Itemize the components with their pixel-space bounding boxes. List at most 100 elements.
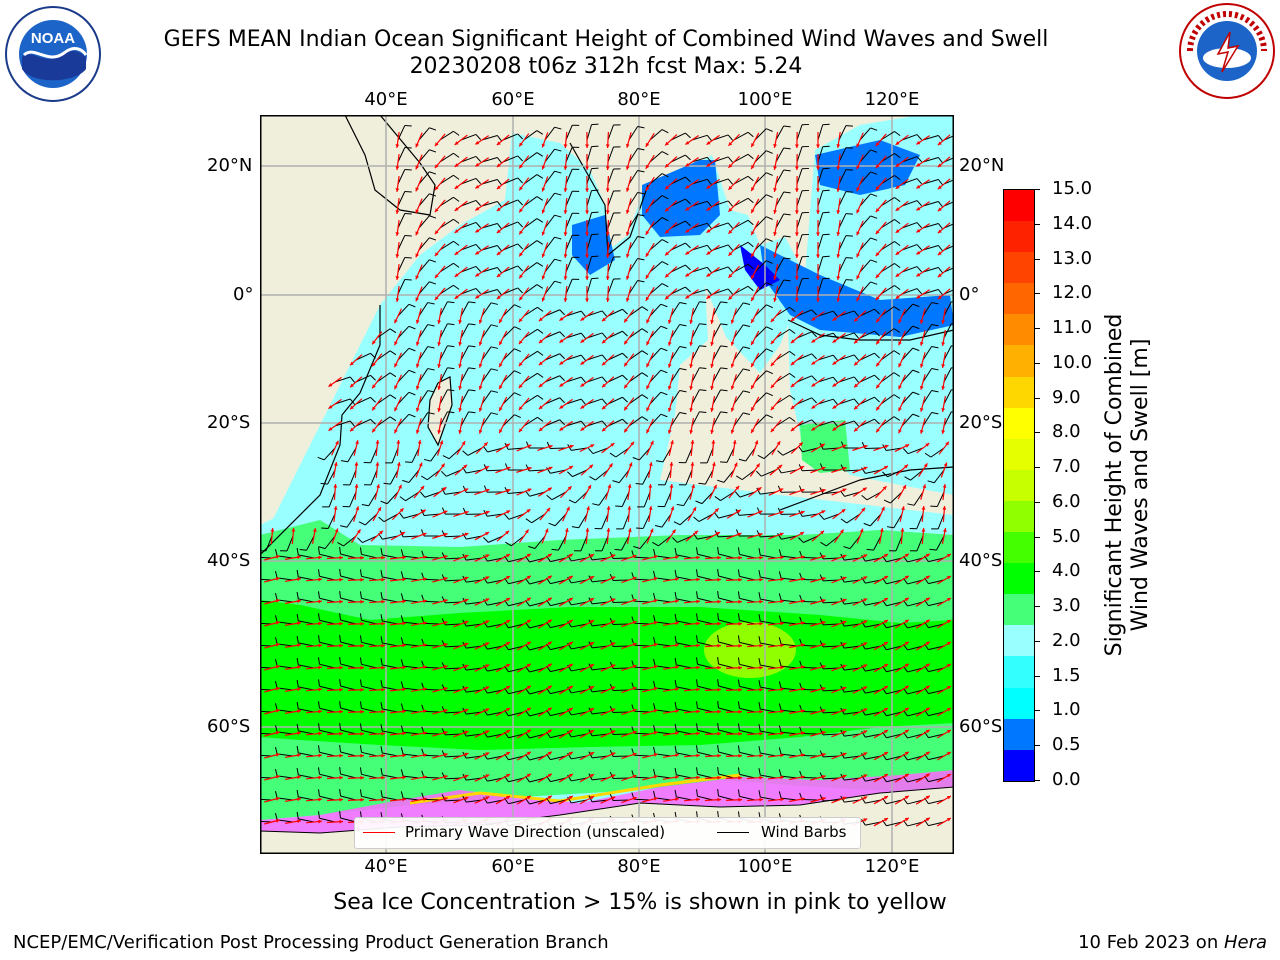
wave-arrowhead <box>836 232 841 236</box>
wind-barb <box>586 278 593 295</box>
wave-arrowhead <box>941 430 946 434</box>
wind-barb-flag <box>358 521 366 526</box>
wave-arrowhead <box>780 599 784 604</box>
wind-barb-flag <box>778 747 782 755</box>
wave-arrowhead <box>675 731 679 736</box>
lat-label-right: 20°S <box>959 412 1003 433</box>
wind-barb <box>922 266 939 273</box>
wind-barb <box>890 491 903 504</box>
wind-barb-flag <box>359 657 362 665</box>
wind-barb <box>390 469 399 485</box>
wind-barb-flag <box>874 374 880 381</box>
wind-barb <box>534 535 546 549</box>
wave-arrowhead <box>801 643 805 648</box>
wind-barb <box>487 689 504 694</box>
wind-barb <box>508 491 525 495</box>
wind-barb-flag <box>447 389 455 392</box>
wind-barb <box>664 491 672 507</box>
wind-barb <box>718 513 735 519</box>
wind-barb-flag <box>714 512 719 519</box>
wind-barb-flag <box>453 196 460 202</box>
wind-barb <box>382 620 399 625</box>
wind-barb-flag <box>916 134 923 141</box>
wave-arrowhead <box>653 687 658 691</box>
wind-barb-flag <box>636 527 644 529</box>
wind-barb <box>649 325 662 339</box>
wave-arrowhead <box>519 186 523 191</box>
wave-arrowhead <box>568 553 573 558</box>
wave-arrowhead <box>653 577 658 581</box>
wind-barb <box>508 645 525 651</box>
wave-arrowhead <box>443 664 448 669</box>
colorbar-tick-label: 2.0 <box>1052 629 1081 651</box>
wind-barb-flag <box>840 464 845 472</box>
wave-arrowhead <box>437 320 442 324</box>
wind-barb <box>571 755 588 760</box>
wind-barb <box>901 134 918 141</box>
wave-arrowhead <box>773 276 777 280</box>
wave-arrowhead <box>518 406 523 411</box>
wave-arrowhead <box>645 274 650 279</box>
wave-arrowhead <box>751 143 755 148</box>
wave-arrowhead <box>399 508 404 513</box>
wave-arrowhead <box>585 528 590 532</box>
wave-arrowhead <box>689 364 694 368</box>
wind-barb-flag <box>641 328 649 333</box>
wave-arrowhead <box>675 797 679 802</box>
wind-barb <box>466 623 483 627</box>
wind-barb-flag <box>861 797 866 804</box>
wind-barb <box>928 733 945 739</box>
wave-arrowhead <box>667 363 672 368</box>
wave-arrowhead <box>437 430 442 434</box>
wind-barb <box>382 535 399 540</box>
wind-barb-flag <box>717 591 719 599</box>
wind-barb <box>382 730 399 735</box>
wave-arrowhead <box>653 709 658 713</box>
wave-arrowhead <box>339 709 343 714</box>
wind-barb-flag <box>894 175 901 181</box>
wind-barb-flag <box>517 221 523 228</box>
wind-barb <box>739 597 756 603</box>
wind-barb <box>802 513 819 517</box>
wind-barb-flag <box>916 266 923 273</box>
wind-barb <box>382 796 399 801</box>
wave-arrowhead <box>415 297 420 302</box>
wind-barb <box>901 156 918 163</box>
wind-barb-flag <box>819 684 824 692</box>
wind-barb <box>649 347 662 361</box>
wave-arrowhead <box>863 818 868 822</box>
wind-barb <box>502 392 515 405</box>
wave-arrowhead <box>334 528 339 533</box>
wind-barb-flag <box>845 125 853 127</box>
wind-barb <box>376 394 391 405</box>
wave-arrowhead <box>895 273 900 277</box>
wave-arrowhead <box>485 598 490 602</box>
wind-barb-flag <box>339 569 341 577</box>
wind-barb <box>565 420 582 427</box>
wave-arrowhead <box>801 577 805 582</box>
wind-barb <box>558 535 567 551</box>
wind-barb <box>544 331 560 339</box>
wave-arrowhead <box>318 709 322 714</box>
wind-barb <box>928 645 945 651</box>
wind-barb-flag <box>462 532 467 540</box>
wave-arrowhead <box>717 665 721 670</box>
wave-arrowhead <box>485 554 490 558</box>
wind-barb <box>439 218 454 229</box>
wave-arrowhead <box>318 621 322 626</box>
wave-arrowhead <box>759 621 763 626</box>
wind-barb <box>607 330 623 339</box>
wave-arrowhead <box>602 427 606 432</box>
wave-arrowhead <box>519 164 523 169</box>
wind-barb <box>901 178 918 185</box>
wave-arrowhead <box>464 488 469 492</box>
wave-arrowhead <box>297 775 301 780</box>
wave-arrowhead <box>801 665 805 670</box>
wave-arrowhead <box>605 276 610 280</box>
wave-arrowhead <box>836 188 841 192</box>
wave-arrowhead <box>879 528 884 532</box>
colorbar-segment <box>1004 314 1034 346</box>
wind-barb <box>739 619 756 625</box>
wave-arrowhead <box>611 642 616 646</box>
wind-barb-flag <box>536 174 544 179</box>
